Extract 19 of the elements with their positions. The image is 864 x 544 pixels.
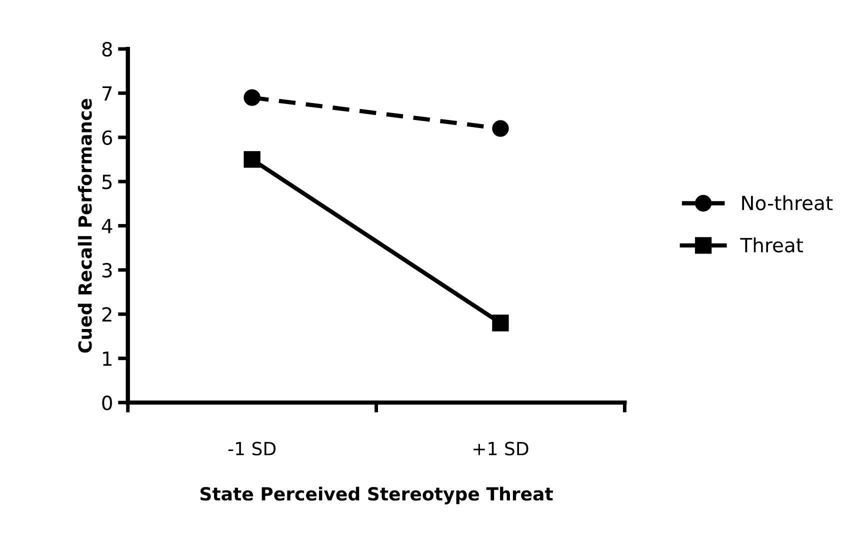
y-tick-label: 8	[102, 42, 112, 57]
y-tick-label: 5	[102, 174, 112, 190]
point	[492, 314, 509, 332]
point	[492, 120, 509, 137]
point	[244, 151, 260, 168]
y-tick-label: 2	[102, 307, 112, 322]
y-axis-title: Cued Recall Performance	[78, 98, 92, 353]
y-tick-label: 3	[102, 262, 112, 278]
x-tick-label: +1 SD	[474, 442, 528, 456]
y-tick-label: 6	[102, 130, 112, 146]
y-tick-label: 7	[102, 86, 112, 101]
legend-label: No-threat	[742, 195, 833, 210]
y-tick-label: 0	[102, 396, 112, 410]
x-axis-title: State Perceived Stereotype Threat	[200, 486, 553, 504]
y-tick-label: 4	[102, 218, 112, 234]
legend-label: Threat	[740, 237, 804, 252]
point	[244, 89, 260, 106]
y-tick-label: 1	[103, 352, 112, 366]
x-tick-label: -1 SD	[228, 442, 276, 456]
